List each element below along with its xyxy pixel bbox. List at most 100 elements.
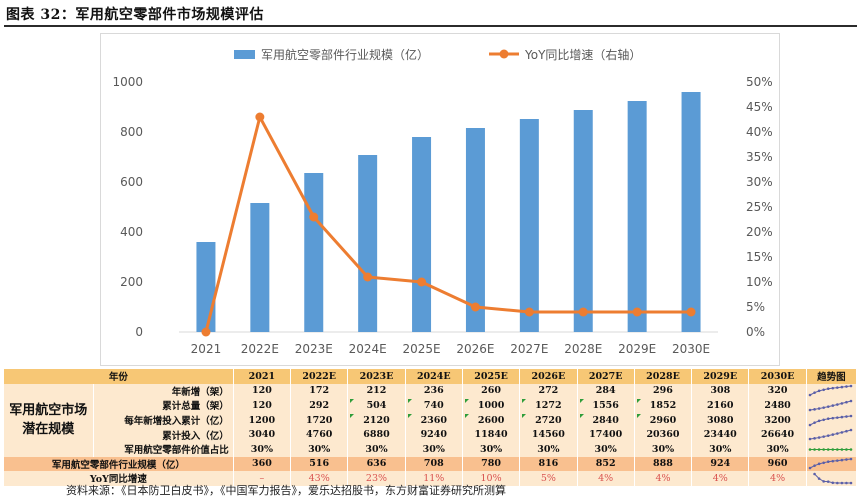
sparkline-point [812,464,816,468]
y-right-tick-label: 35% [746,150,773,164]
sparkline [808,458,853,470]
error-indicator-icon [522,399,527,404]
sparkline-point [812,391,816,395]
value-cell: 3040 [233,427,292,442]
sparkline [808,399,853,412]
x-tick-label: 2021 [191,342,222,356]
total-value-cell: 924 [691,456,750,472]
table-row: 累计总量（架） 120 292 504 740 1000 1272 1556 1852 2160 2… [4,398,858,413]
value-cell: 2360 [405,412,463,428]
figure-title: 图表 32：军用航空零部件市场规模评估 [6,7,264,23]
sparkline-path [809,458,851,469]
sparkline-point [835,432,839,435]
table-row: 军用航空零部件价值占比 30% 30% 30% 30% 30% 30% 30% 30% 30% 30… [4,441,858,457]
sparkline-point [840,402,843,405]
sparkline [812,472,853,485]
y-right-tick-label: 30% [746,175,773,189]
error-indicator-icon [579,413,584,418]
trend-sparkline-row0 [806,383,858,399]
header-cell: 2030E [748,369,807,384]
header-cell: 2021 [233,369,292,384]
yoy-value-cell: 4% [691,471,750,486]
sparkline-point [817,462,821,466]
title-rule [4,25,857,27]
sparkline-path [809,400,851,411]
total-value-cell: 852 [577,456,635,472]
sparkline-point [826,447,830,451]
value-cell: 2720 [519,412,578,428]
trend-sparkline-row2 [806,412,858,428]
table-row: 累计投入（亿） 3040 4760 6880 9240 11840 14560 17400 20… [4,427,858,442]
y-right-tick-label: 50% [746,75,773,89]
sparkline-point [831,433,834,437]
value-cell: 30% [290,441,349,457]
sparkline [808,447,853,451]
value-cell: 1556 [577,398,635,413]
sparkline-point [808,447,812,451]
y-right-tick-label: 20% [746,225,773,239]
sparkline-point [844,458,848,462]
sparkline-point [822,418,825,421]
yoy-point-2027E [524,307,534,317]
yoy-point-2024E [363,272,373,282]
sparkline-point [840,459,843,462]
y-right-tick-label: 10% [746,275,773,289]
yoy-value-cell: 4% [634,471,693,486]
sparkline-point [831,416,834,420]
error-indicator-icon [350,413,355,418]
yoy-point-2022E [255,112,265,122]
header-cell: 2025E [462,369,521,384]
yoy-point-2025E [417,277,427,287]
y-left-tick-label: 200 [120,275,143,289]
y-left-tick-label: 400 [120,225,143,239]
yoy-row-label: YoY同比增速 [4,471,234,486]
sparkline-point [849,399,853,403]
value-cell: 260 [462,383,521,399]
value-cell: 20360 [634,427,693,442]
header-cell: 2026E [519,369,578,384]
total-value-cell: 960 [748,456,807,472]
sparkline-point [826,405,830,408]
legend-bar-label: 军用航空零部件行业规模（亿） [261,47,429,62]
header-cell: 2024E [405,369,463,384]
sparkline-point [812,408,816,411]
sparkline-point [826,434,830,438]
bar-2024E [358,155,378,332]
value-cell: 2480 [748,398,807,413]
yoy-point-2028E [578,307,588,317]
sparkline-point [835,459,839,463]
error-indicator-icon [636,413,641,418]
header-cell: 2023E [347,369,406,384]
value-cell: 17400 [577,427,635,442]
sparkline-point [812,420,816,424]
sparkline-point [849,414,853,417]
header-cell: 2027E [577,369,635,384]
x-tick-label: 2030E [672,342,710,356]
sparkline-point [826,480,830,483]
total-row-label: 军用航空零部件行业规模（亿） [4,456,234,472]
source-note: 资料来源：《日本防卫白皮书》，《中国军力报告》，爱乐达招股书，东方财富证券研究所… [66,484,506,497]
sparkline-point [840,386,843,389]
x-tick-label: 2027E [510,342,548,356]
value-cell: 2600 [462,412,521,428]
sparkline-point [817,419,821,422]
yoy-point-2030E [686,307,696,317]
trend-sparkline-yoy [806,471,858,486]
yoy-point-2029E [632,307,642,317]
value-cell: 30% [577,441,635,457]
sparkline-point [831,460,834,463]
row-label: 年新增（架） [93,383,234,399]
sparkline-point [835,386,839,390]
table-row: 每年新增投入累计（亿） 1200 1720 2120 2360 2600 2720 2840 2… [4,412,858,428]
total-value-cell: 708 [405,456,463,472]
value-cell: 120 [233,383,292,399]
yoy-value-cell: 43% [290,471,349,486]
chart-area: 0 200 400 600 800 1000 0% 5% 10% 15% 20% 25% 30% 35% 4… [100,33,780,366]
y-right-tick-label: 0% [746,325,765,339]
header-cell: 趋势图 [806,369,858,384]
sparkline-point [817,389,821,393]
sparkline-point [822,461,825,465]
y-right-tick-label: 5% [746,300,765,314]
error-indicator-icon [407,399,412,404]
sparkline-point [844,430,848,433]
